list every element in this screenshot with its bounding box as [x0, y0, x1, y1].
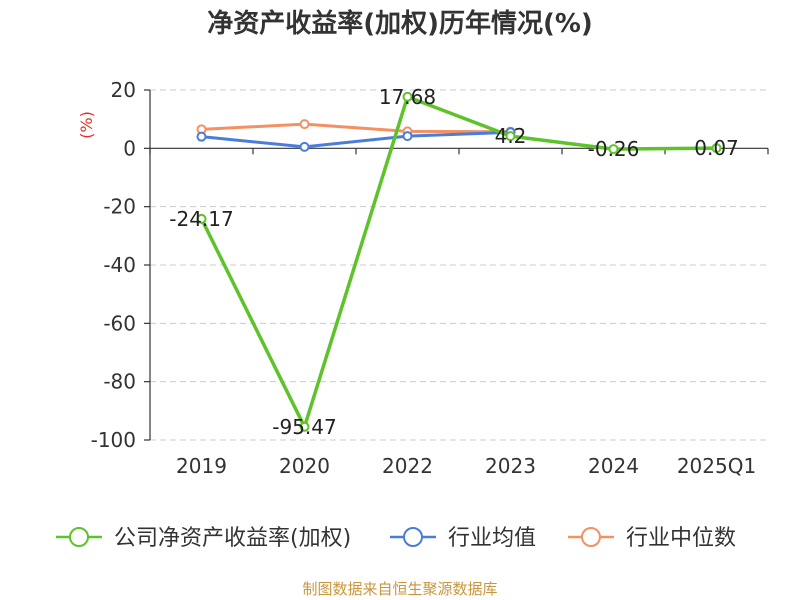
grid — [150, 89, 768, 441]
x-tick-label: 2019 — [176, 454, 227, 478]
x-tick-label: 2020 — [279, 454, 330, 478]
y-tick-label: -60 — [103, 311, 136, 335]
y-tick-label: -40 — [103, 253, 136, 277]
y-tick-label: -100 — [91, 428, 136, 452]
data-label: 17.68 — [379, 85, 436, 109]
legend-label: 公司净资产收益率(加权) — [114, 526, 351, 551]
legend-item[interactable]: 公司净资产收益率(加权) — [56, 526, 351, 551]
legend-item[interactable]: 行业中位数 — [568, 526, 736, 551]
data-label: -0.26 — [588, 137, 640, 161]
x-tick-label: 2022 — [382, 454, 433, 478]
legend-item[interactable]: 行业均值 — [390, 526, 536, 551]
data-labels: -24.17 -95.47 17.68 4.2 -0.26 0.07 — [169, 85, 739, 439]
axes: 20 0 -20 -40 -60 -80 -100 2019 2020 2022 2023 2024 2… — [91, 78, 769, 478]
legend-label: 行业中位数 — [626, 526, 736, 551]
x-tick-label: 2025Q1 — [677, 454, 756, 478]
y-tick-label: -20 — [103, 195, 136, 219]
data-point[interactable] — [196, 213, 207, 224]
data-label: 4.2 — [495, 124, 527, 148]
series — [196, 91, 722, 432]
series-line — [199, 95, 717, 429]
x-tick-label: 2024 — [588, 454, 639, 478]
data-point[interactable] — [299, 119, 310, 130]
data-point[interactable] — [299, 141, 310, 152]
y-tick-label: -80 — [103, 370, 136, 394]
chart-title: 净资产收益率(加权)历年情况(%) — [207, 8, 593, 39]
data-point[interactable] — [196, 131, 207, 142]
data-point[interactable] — [402, 131, 413, 142]
y-tick-label: 20 — [111, 78, 136, 102]
y-axis-unit: (%) — [77, 111, 96, 139]
data-point[interactable] — [711, 143, 722, 154]
legend-label: 行业均值 — [448, 526, 536, 551]
series-line — [201, 130, 511, 149]
data-point[interactable] — [299, 421, 310, 432]
y-tick-label: 0 — [123, 136, 136, 160]
data-label: 0.07 — [694, 136, 739, 160]
legend-marker — [581, 527, 601, 547]
legend[interactable]: 公司净资产收益率(加权) 行业均值 行业中位数 — [56, 526, 736, 551]
data-point[interactable] — [402, 91, 413, 102]
x-tick-label: 2023 — [485, 454, 536, 478]
legend-marker — [69, 527, 89, 547]
legend-marker — [403, 527, 423, 547]
data-label: -24.17 — [169, 207, 233, 231]
data-point[interactable] — [608, 144, 619, 155]
data-label: -95.47 — [272, 415, 336, 439]
series-line — [201, 122, 511, 134]
source-note: 制图数据来自恒生聚源数据库 — [302, 580, 497, 598]
data-point[interactable] — [505, 131, 516, 142]
